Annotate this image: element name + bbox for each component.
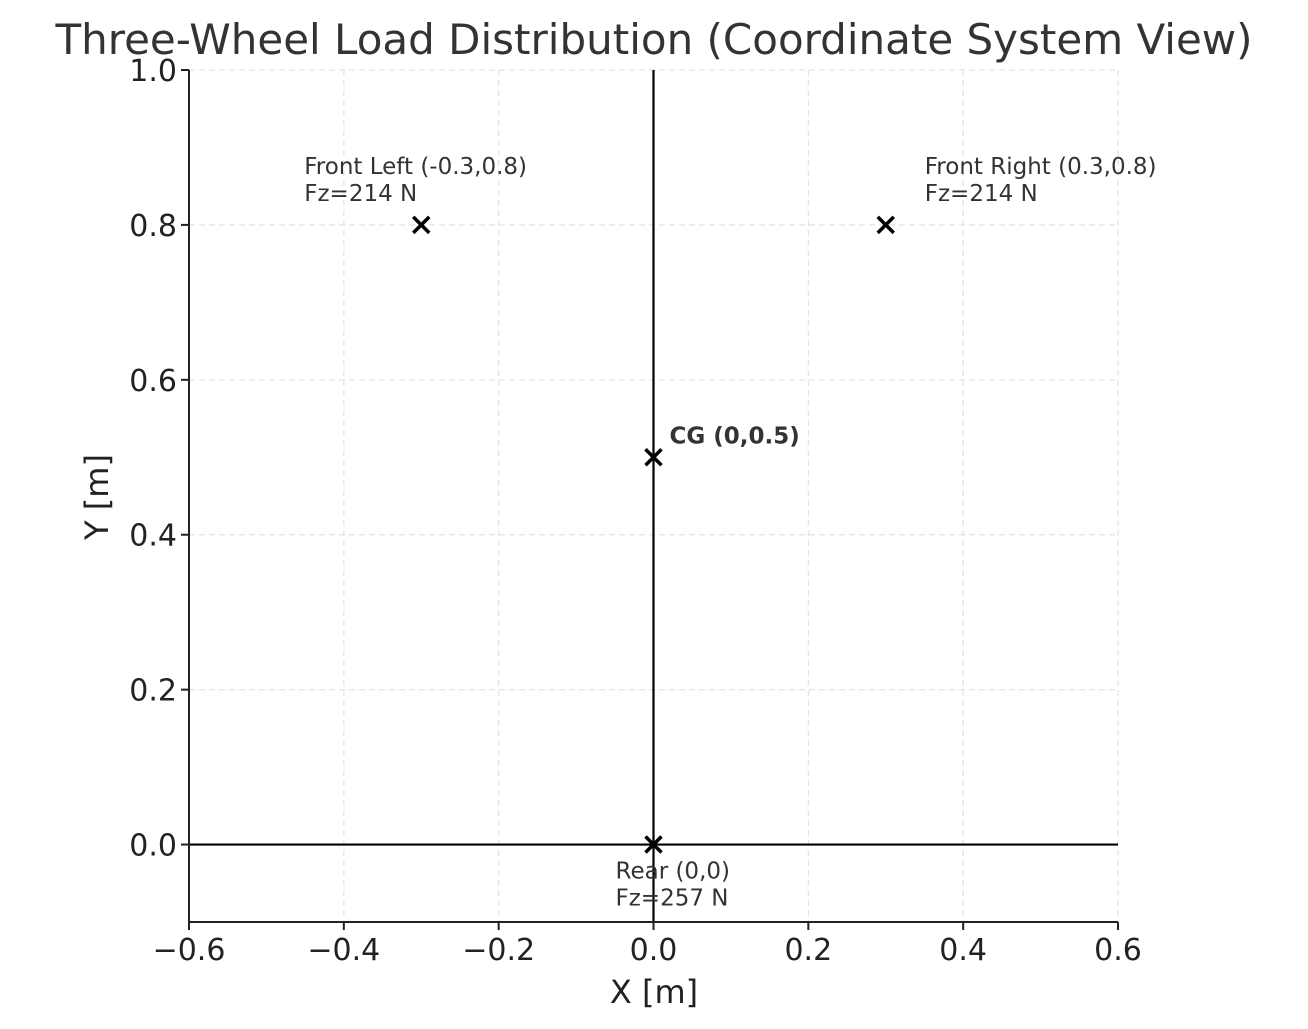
x-axis-ticks: −0.6 −0.4 −0.2 0.0 0.2 0.4 0.6 [153,922,1142,968]
y-tick-label: 0.8 [129,209,177,244]
y-tick-label: 1.0 [129,54,177,89]
y-tick-label: 0.6 [129,364,177,399]
x-tick-label: −0.2 [462,933,535,968]
data-point [876,215,895,235]
point-annotation-line: CG (0,0.5) [670,423,800,449]
marker-stroke [876,215,895,235]
x-tick-label: −0.4 [307,933,380,968]
y-axis-label: Y [m] [78,454,116,541]
data-point [644,448,663,467]
chart-title: Three-Wheel Load Distribution (Coordinat… [54,15,1252,64]
x-tick-label: 0.0 [630,933,678,968]
data-points [412,215,895,854]
y-tick-label: 0.2 [129,674,177,709]
y-tick-label: 0.4 [129,519,177,554]
x-tick-label: 0.4 [939,933,987,968]
data-point [644,835,663,854]
point-annotation-line: Fz=214 N [925,181,1038,207]
data-point [412,215,431,235]
marker-stroke [644,448,663,467]
point-annotation-line: Fz=214 N [304,181,417,207]
marker-stroke [644,835,663,854]
y-tick-label: 0.0 [129,829,177,864]
x-tick-label: 0.6 [1094,933,1142,968]
point-annotation-line: Rear (0,0) [616,859,730,885]
x-axis-label: X [m] [610,973,698,1011]
x-tick-label: −0.6 [153,933,226,968]
x-tick-label: 0.2 [784,933,832,968]
marker-stroke [412,215,431,235]
point-annotation-line: Fz=257 N [616,886,729,912]
point-annotation-line: Front Left (-0.3,0.8) [304,154,527,180]
point-annotation-line: Front Right (0.3,0.8) [925,154,1157,180]
y-axis-ticks: 0.0 0.2 0.4 0.6 0.8 1.0 [129,54,189,864]
